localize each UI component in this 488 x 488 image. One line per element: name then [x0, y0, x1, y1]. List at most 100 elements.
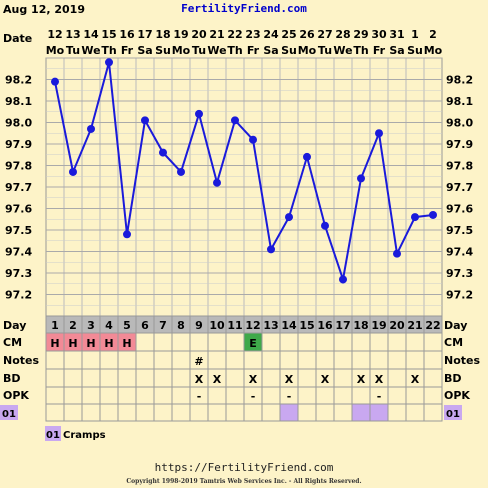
site-title[interactable]: FertilityFriend.com — [181, 2, 307, 15]
footer-url[interactable]: https://FertilityFriend.com — [155, 461, 334, 474]
table-cell — [261, 368, 281, 388]
table-cell — [153, 332, 173, 352]
temperature-point — [141, 116, 149, 125]
y-tick-label-left: 97.3 — [5, 267, 32, 280]
weekday-label: Tu — [66, 44, 80, 57]
date-number: 31 — [389, 28, 404, 41]
table-cell — [369, 350, 389, 370]
chart-date: Aug 12, 2019 — [3, 3, 85, 16]
table-cell — [351, 386, 371, 405]
table-cell — [405, 332, 425, 352]
temperature-point — [357, 174, 365, 183]
date-number: 21 — [209, 28, 224, 41]
table-cell — [279, 403, 299, 422]
y-tick-label-right: 97.8 — [446, 160, 473, 173]
row-label-notes-left: Notes — [3, 354, 39, 367]
bd-value: X — [249, 373, 258, 386]
table-cell — [117, 350, 137, 370]
weekday-label: Su — [407, 44, 423, 57]
y-tick-label-left: 97.9 — [5, 138, 32, 151]
weekday-label: Su — [155, 44, 171, 57]
table-cell — [171, 368, 191, 388]
table-cell — [387, 403, 407, 422]
table-cell — [405, 403, 425, 422]
cm-value: H — [68, 337, 77, 350]
table-cell — [135, 368, 155, 388]
table-cell — [153, 403, 173, 422]
table-cell — [207, 403, 227, 422]
date-number: 22 — [227, 28, 242, 41]
notes-value: # — [194, 355, 203, 368]
cycle-day-number: 4 — [105, 319, 113, 332]
bd-value: X — [411, 373, 420, 386]
weekday-label: Sa — [263, 44, 278, 57]
temperature-point — [213, 178, 221, 187]
cycle-day-number: 15 — [299, 319, 314, 332]
table-cell — [135, 350, 155, 370]
table-cell — [99, 368, 119, 388]
table-cell — [297, 403, 317, 422]
weekday-label: Sa — [389, 44, 404, 57]
weekday-label: Mo — [172, 44, 191, 57]
table-cell — [99, 350, 119, 370]
table-cell — [63, 368, 83, 388]
table-cell — [261, 386, 281, 405]
y-tick-label-right: 97.5 — [446, 224, 473, 237]
table-cell — [351, 350, 371, 370]
data-table: 1 2 3 4 5 6 7 8 9 10 11 12 13 14 15 16 17 18 19 20 21 22H H H H H… — [45, 315, 443, 422]
bd-value: X — [357, 373, 366, 386]
table-cell — [117, 403, 137, 422]
opk-value: - — [251, 390, 256, 403]
y-axis-right: 98.2 98.1 98.0 97.9 97.8 97.7 97.6 97.5 97.4 97.3… — [446, 74, 473, 302]
table-cell — [225, 368, 245, 388]
cycle-day-number: 10 — [209, 319, 225, 332]
cycle-day-number: 16 — [317, 319, 333, 332]
row-label-bd-left: BD — [3, 372, 21, 385]
table-cell — [81, 386, 101, 405]
table-cell — [207, 386, 227, 405]
temperature-point — [105, 58, 113, 67]
date-number: 23 — [245, 28, 260, 41]
table-cell — [297, 350, 317, 370]
table-cell — [81, 368, 101, 388]
cm-value: H — [122, 337, 131, 350]
table-cell — [45, 350, 65, 370]
table-cell — [333, 332, 353, 352]
cycle-day-number: 9 — [195, 319, 203, 332]
weekday-label: We — [333, 44, 352, 57]
temperature-point — [123, 230, 131, 239]
cycle-day-number: 14 — [281, 319, 297, 332]
row-label-notes-right: Notes — [444, 354, 480, 367]
temperature-point — [159, 148, 167, 157]
date-number: 24 — [263, 28, 279, 41]
temperature-point — [375, 129, 383, 138]
y-tick-label-right: 98.1 — [446, 95, 473, 108]
row-label-bd-right: BD — [444, 372, 462, 385]
table-cell — [369, 332, 389, 352]
y-tick-label-right: 97.4 — [446, 246, 473, 259]
row-label-opk-right: OPK — [444, 389, 470, 402]
date-number: 12 — [47, 28, 62, 41]
cm-value: H — [50, 337, 59, 350]
table-cell — [189, 332, 209, 352]
table-cell — [153, 386, 173, 405]
table-cell — [423, 403, 443, 422]
table-cell — [153, 350, 173, 370]
cycle-day-number: 19 — [371, 319, 386, 332]
table-cell — [423, 368, 443, 388]
weekday-label: Th — [101, 44, 116, 57]
temperature-point — [321, 221, 329, 230]
y-tick-label-left: 98.2 — [5, 74, 32, 87]
temperature-line — [54, 62, 434, 280]
cycle-day-number: 3 — [87, 319, 95, 332]
table-cell — [351, 332, 371, 352]
cycle-day-number: 11 — [227, 319, 242, 332]
table-cell — [135, 332, 155, 352]
date-number: 19 — [173, 28, 188, 41]
weekday-label: Fr — [121, 44, 134, 57]
weekday-label: We — [207, 44, 226, 57]
weekday-label: Tu — [318, 44, 332, 57]
table-cell — [297, 368, 317, 388]
date-number: 13 — [65, 28, 80, 41]
